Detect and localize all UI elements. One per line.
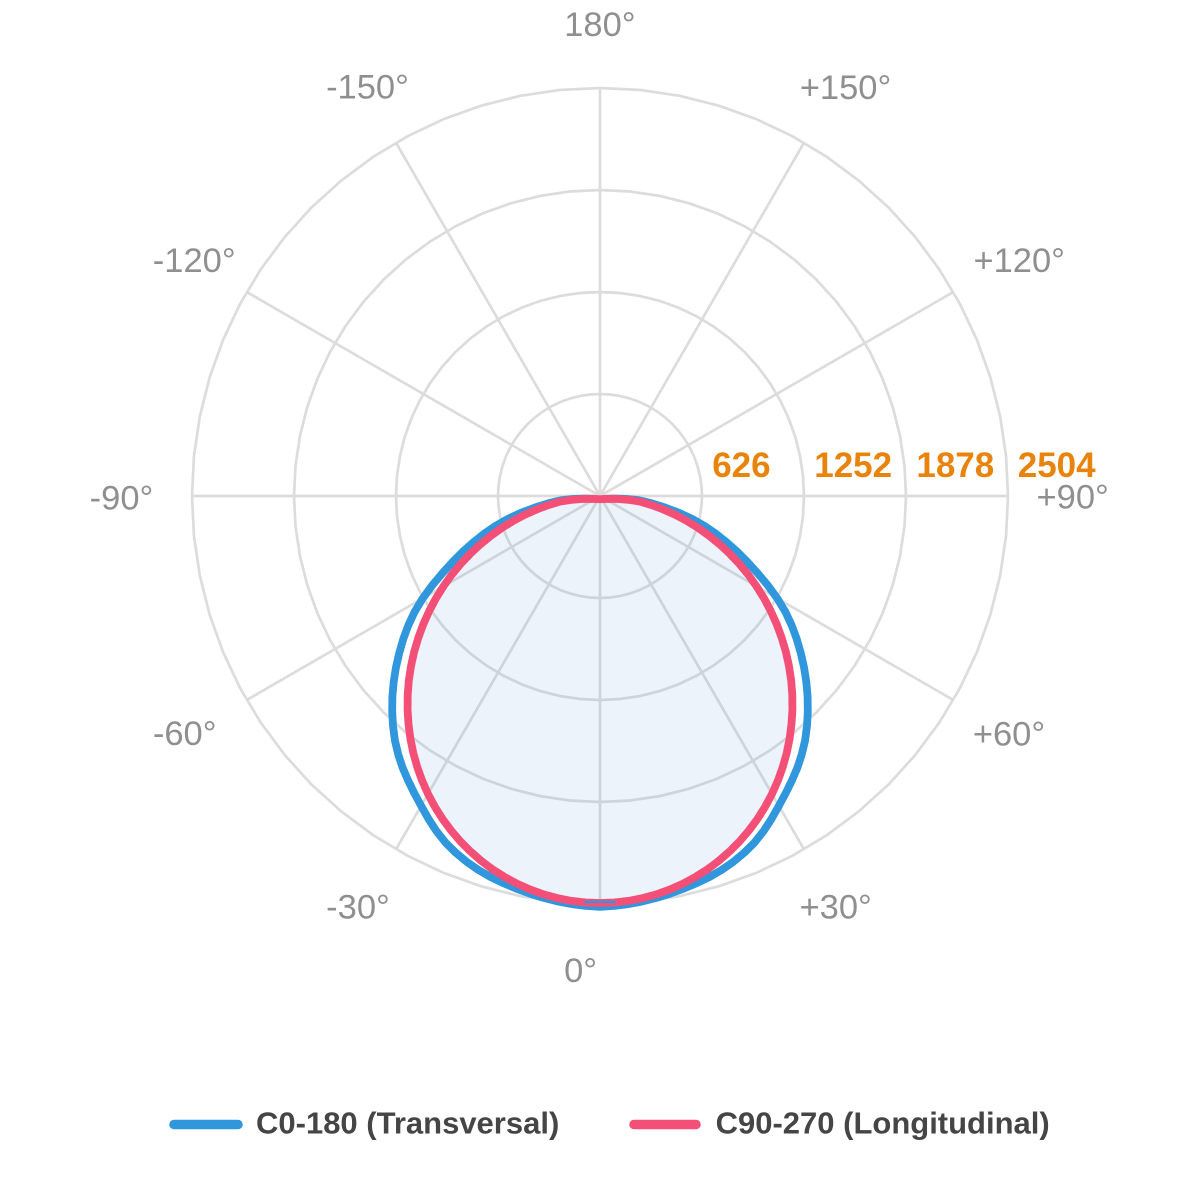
svg-text:2504: 2504 [1018,446,1096,485]
svg-text:-60°: -60° [153,715,217,753]
svg-text:-150°: -150° [326,69,409,107]
svg-text:C90-270 (Longitudinal): C90-270 (Longitudinal) [716,1106,1050,1141]
svg-text:0°: 0° [564,952,597,990]
svg-text:+90°: +90° [1037,479,1109,517]
svg-text:-120°: -120° [153,242,236,280]
svg-text:-30°: -30° [326,888,390,926]
svg-text:+60°: +60° [973,715,1045,753]
svg-text:180°: 180° [564,6,635,44]
svg-text:1878: 1878 [916,446,994,485]
svg-text:626: 626 [712,446,770,485]
svg-text:+120°: +120° [973,242,1065,280]
svg-text:+30°: +30° [800,888,872,926]
svg-text:1252: 1252 [814,446,892,485]
svg-text:-90°: -90° [90,480,154,518]
svg-text:C0-180 (Transversal): C0-180 (Transversal) [256,1106,559,1141]
svg-text:+150°: +150° [800,69,892,107]
